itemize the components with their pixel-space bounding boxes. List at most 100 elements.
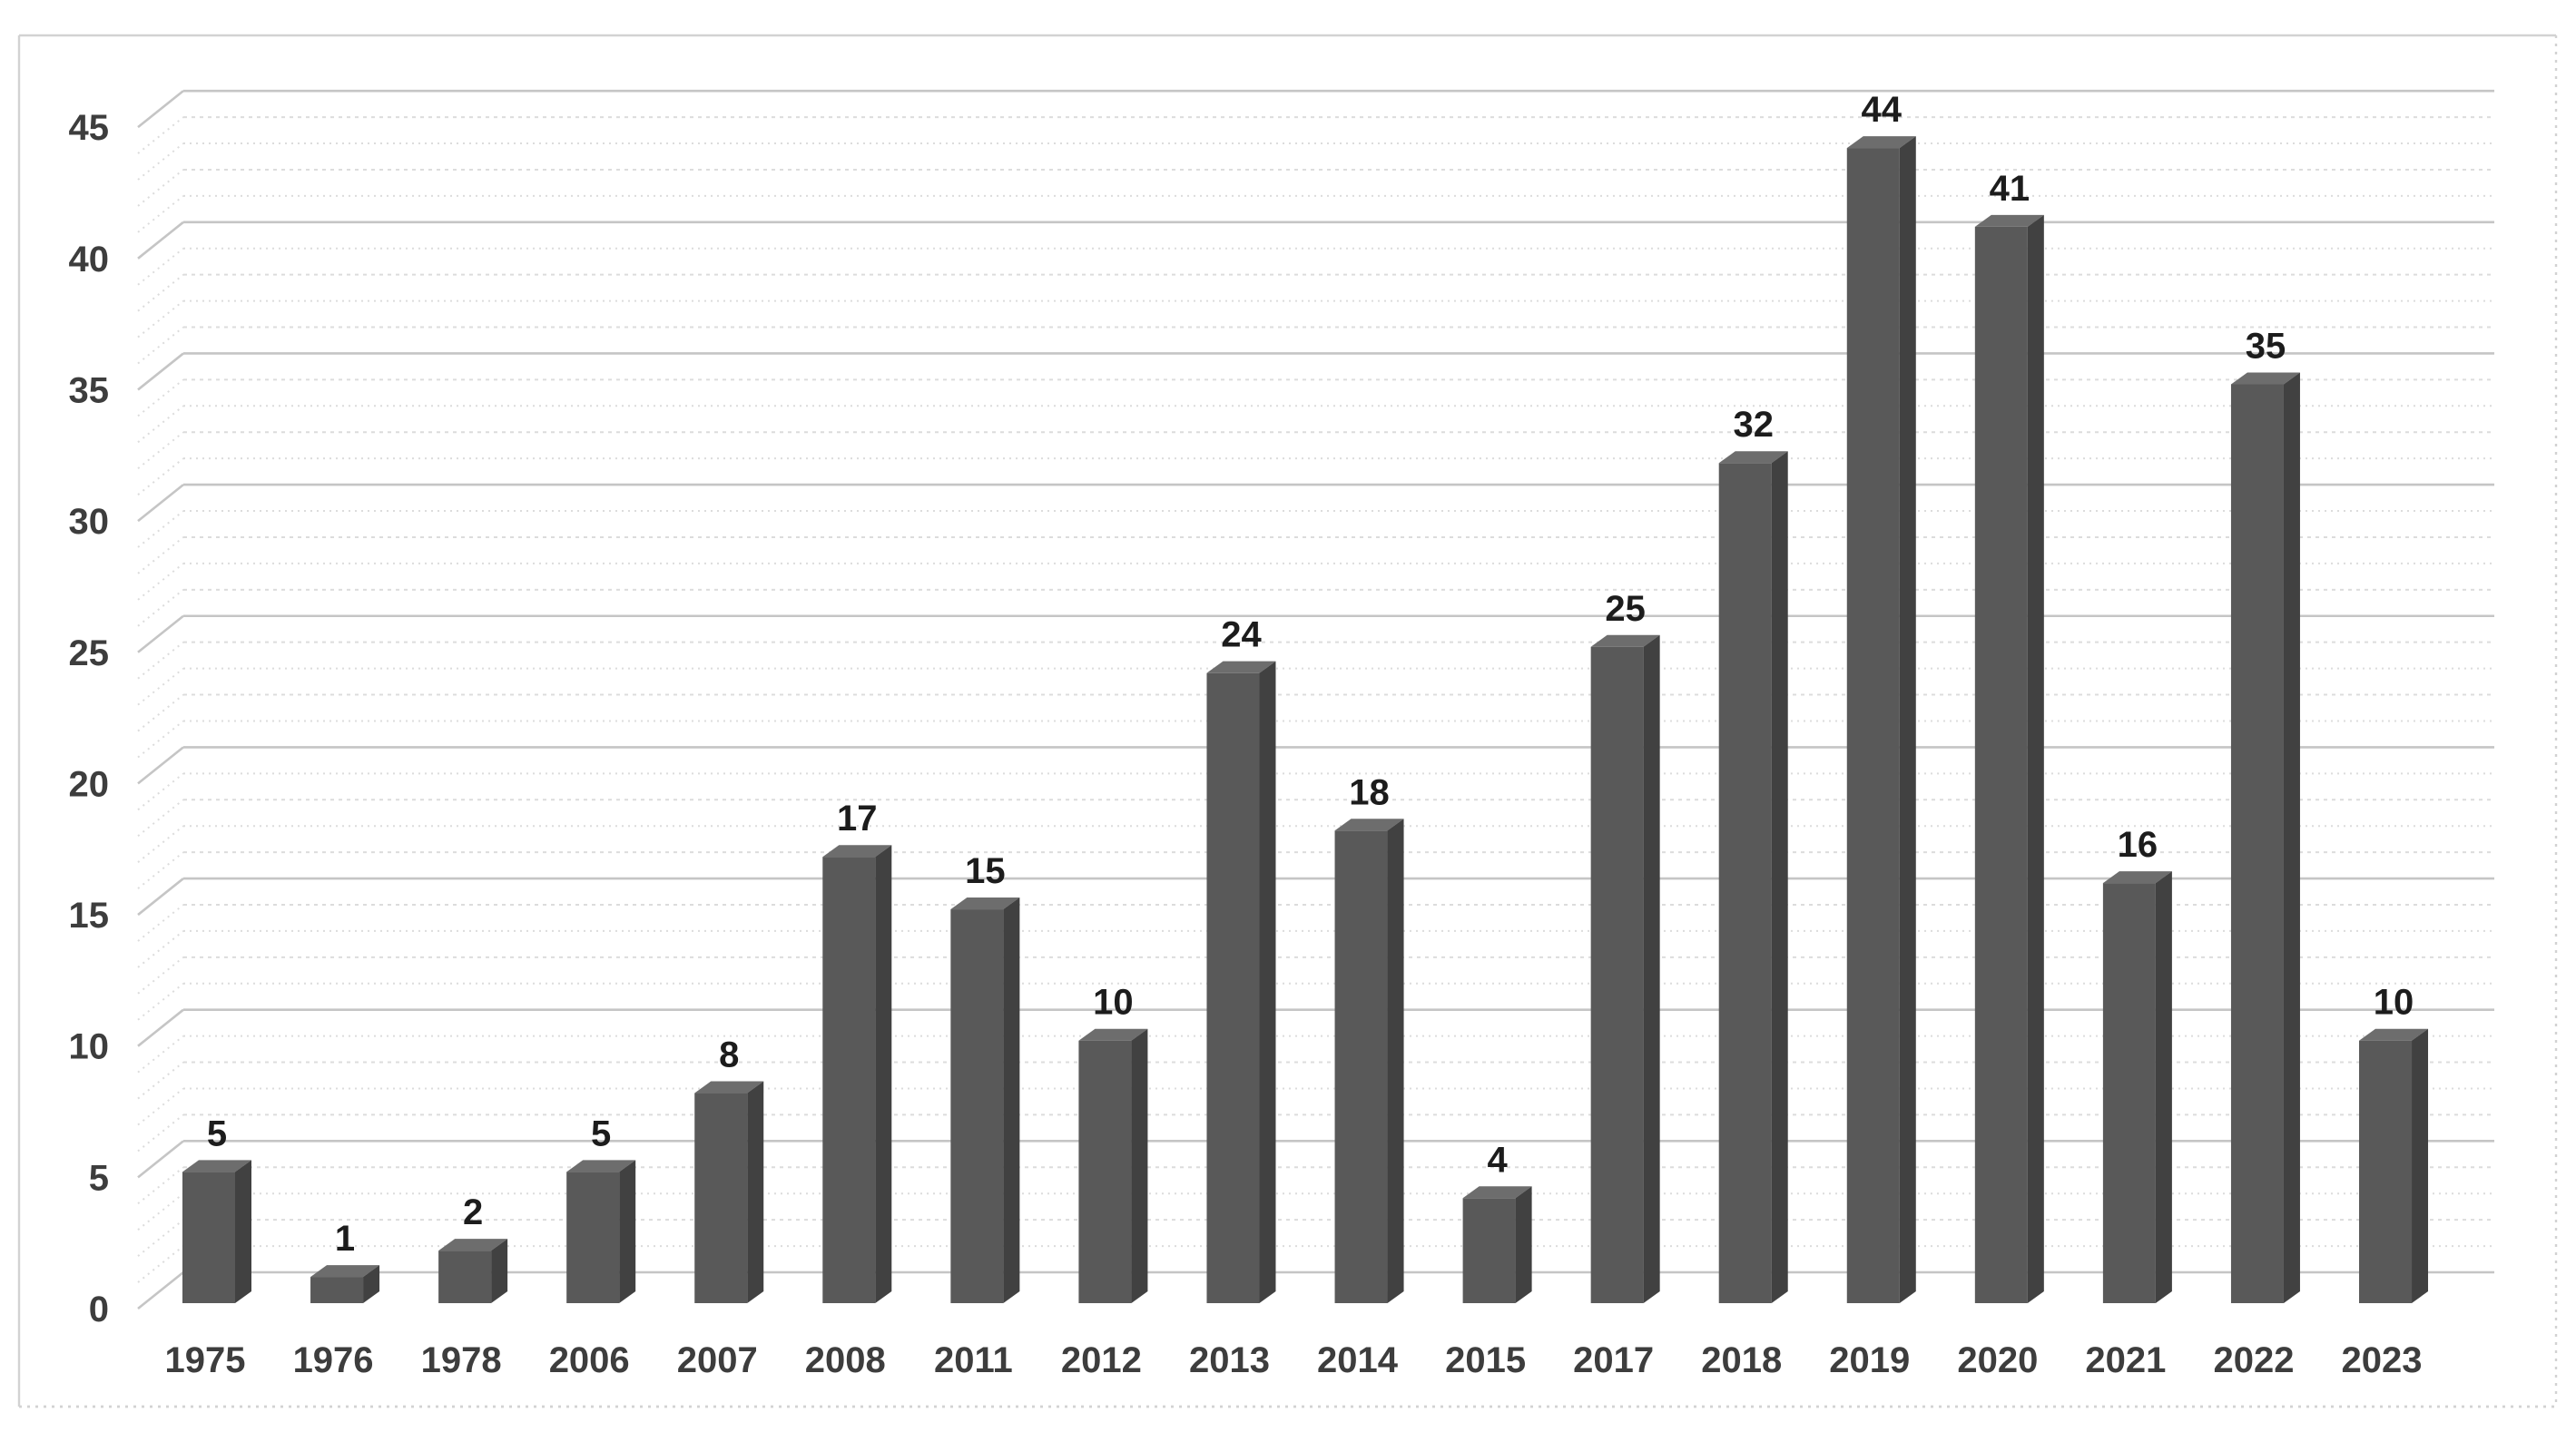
bar-2014 xyxy=(1334,819,1404,1303)
major-depth-tick xyxy=(137,221,184,260)
bar-top-face xyxy=(950,898,1020,910)
bar-side-face xyxy=(1899,136,1916,1304)
bar-1978 xyxy=(438,1239,508,1303)
plot-frame xyxy=(17,34,2558,1408)
bar-side-face xyxy=(2155,871,2172,1303)
bar-2017 xyxy=(1590,634,1660,1303)
bar-front-face xyxy=(566,1172,620,1303)
y-tick-label: 25 xyxy=(69,633,110,673)
bar-front-face xyxy=(2102,883,2156,1303)
bar-value-label: 32 xyxy=(1733,405,1774,445)
x-tick-label: 2012 xyxy=(1061,1340,1142,1380)
bar-value-label: 25 xyxy=(1605,589,1646,629)
x-tick-label: 2018 xyxy=(1701,1340,1782,1380)
x-tick-label: 2020 xyxy=(1957,1340,2038,1380)
x-axis-labels: 1975 1976 1978 2006 2007 2008 2011 2012 2013 2014… xyxy=(165,1340,2423,1380)
bar-front-face xyxy=(1974,226,2028,1303)
x-tick-label: 2015 xyxy=(1445,1340,1526,1380)
bar-2023 xyxy=(2359,1028,2429,1303)
bar-value-label: 17 xyxy=(837,799,878,839)
x-tick-label: 2013 xyxy=(1189,1340,1270,1380)
bar-value-label: 16 xyxy=(2118,825,2158,865)
bar-value-label: 4 xyxy=(1487,1140,1508,1180)
y-tick-label: 5 xyxy=(89,1158,109,1198)
y-tick-label: 10 xyxy=(69,1027,110,1067)
bar-top-face xyxy=(1974,214,2044,227)
bar-top-face xyxy=(1846,136,1916,149)
major-depth-tick xyxy=(137,484,184,523)
bar-side-face xyxy=(1643,634,1660,1303)
bar-2018 xyxy=(1718,451,1788,1303)
bar-front-face xyxy=(182,1172,235,1303)
bar-value-label: 24 xyxy=(1221,615,1262,655)
bar-side-face xyxy=(1131,1028,1148,1303)
bar-side-face xyxy=(1771,451,1788,1303)
major-depth-tick xyxy=(137,1140,184,1179)
y-tick-label: 40 xyxy=(69,240,110,280)
x-tick-label: 2023 xyxy=(2342,1340,2423,1380)
bar-front-face xyxy=(1590,646,1644,1303)
bar-front-face xyxy=(822,857,876,1303)
bar-top-face xyxy=(1718,451,1788,464)
bar-value-label: 41 xyxy=(1990,169,2030,209)
bar-2022 xyxy=(2230,372,2300,1304)
bar-value-label: 1 xyxy=(335,1219,355,1259)
major-depth-tick xyxy=(137,746,184,785)
x-tick-label: 2007 xyxy=(677,1340,758,1380)
bar-front-face xyxy=(2230,384,2284,1303)
x-tick-label: 2021 xyxy=(2085,1340,2166,1380)
bar-top-face xyxy=(310,1265,380,1278)
bar-top-face xyxy=(1078,1028,1148,1041)
bar-value-label: 18 xyxy=(1349,772,1390,812)
bar-2008 xyxy=(822,845,892,1303)
bar-top-face xyxy=(1334,819,1404,831)
major-depth-tick xyxy=(137,1270,184,1310)
bar-2021 xyxy=(2102,871,2172,1303)
x-tick-label: 2008 xyxy=(805,1340,886,1380)
bar-top-face xyxy=(2102,871,2172,884)
bar-side-face xyxy=(1003,898,1020,1303)
y-tick-label: 45 xyxy=(69,108,110,148)
bar-side-face xyxy=(2027,214,2044,1303)
bar-top-face xyxy=(1590,634,1660,647)
bar-2019 xyxy=(1846,136,1916,1304)
bar-top-face xyxy=(822,845,892,858)
y-tick-label: 35 xyxy=(69,370,110,410)
bar-side-face xyxy=(491,1239,508,1303)
bar-2015 xyxy=(1462,1186,1532,1303)
bar-front-face xyxy=(1206,672,1260,1303)
x-tick-label: 1978 xyxy=(421,1340,502,1380)
bar-top-face xyxy=(438,1239,508,1251)
bar-front-face xyxy=(950,909,1004,1303)
bar-front-face xyxy=(694,1093,748,1303)
bar-1976 xyxy=(310,1265,380,1303)
bar-2006 xyxy=(566,1160,636,1303)
bar-front-face xyxy=(1846,148,1900,1304)
bar-front-face xyxy=(2359,1040,2413,1303)
bar-value-label: 44 xyxy=(1862,90,1903,130)
bar-value-label: 35 xyxy=(2246,326,2286,366)
y-tick-label: 20 xyxy=(69,764,110,804)
x-tick-label: 2014 xyxy=(1317,1340,1399,1380)
bar-value-label: 5 xyxy=(207,1113,227,1153)
bar-top-face xyxy=(694,1081,764,1094)
bar-2011 xyxy=(950,898,1020,1303)
bar-side-face xyxy=(2283,372,2300,1304)
bar-front-face xyxy=(310,1277,364,1303)
bar-2012 xyxy=(1078,1028,1148,1303)
x-tick-label: 1976 xyxy=(293,1340,374,1380)
bar-value-label: 15 xyxy=(965,851,1006,891)
bar-top-face xyxy=(2230,372,2300,385)
y-tick-label: 15 xyxy=(69,896,110,936)
bar-side-face xyxy=(235,1160,251,1303)
major-depth-tick xyxy=(137,352,184,391)
x-tick-label: 2011 xyxy=(934,1340,1013,1380)
x-tick-label: 2017 xyxy=(1573,1340,1654,1380)
bar-side-face xyxy=(1387,819,1404,1303)
bar-front-face xyxy=(1462,1198,1516,1303)
bar-top-face xyxy=(2359,1028,2429,1041)
depth-ticks xyxy=(137,90,184,1310)
bar-2013 xyxy=(1206,661,1276,1303)
